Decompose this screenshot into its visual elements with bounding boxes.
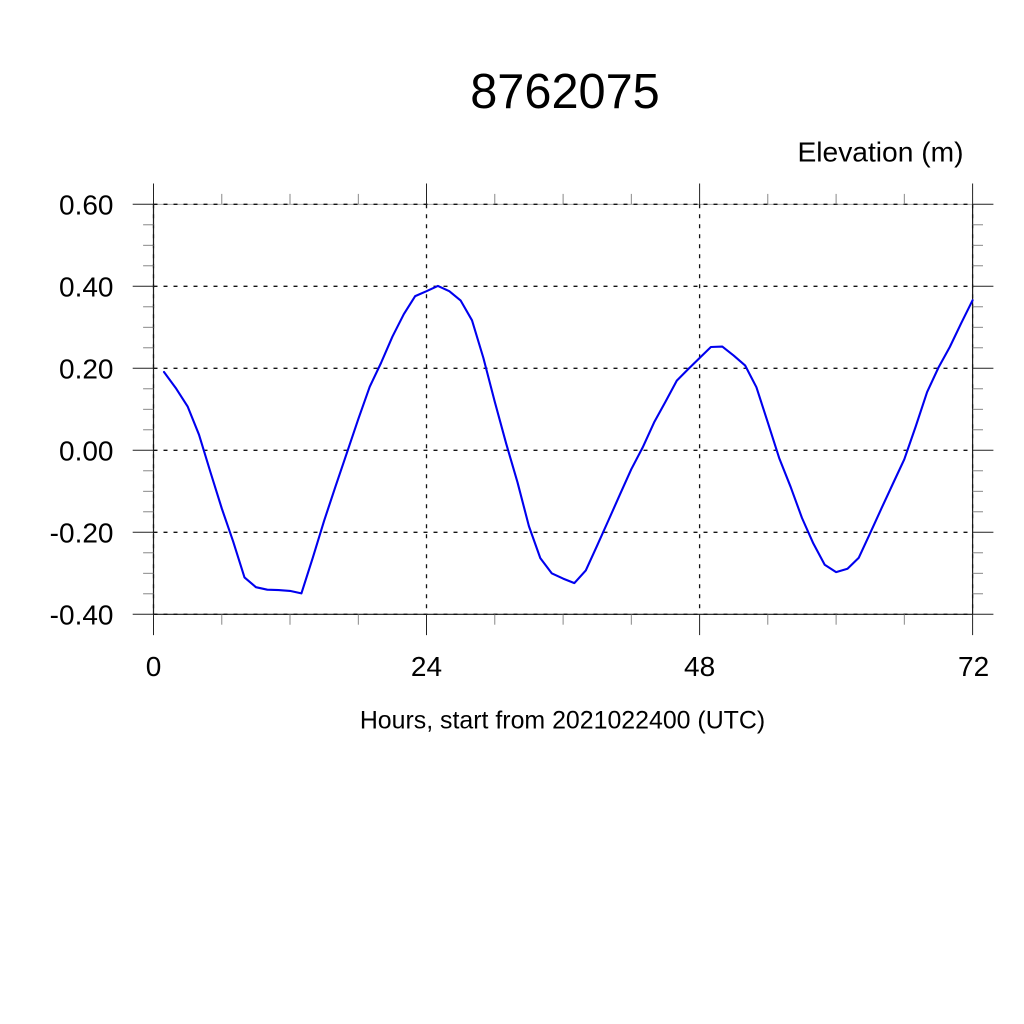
svg-text:Hours, start from 2021022400 (: Hours, start from 2021022400 (UTC) [360,707,765,735]
svg-text:72: 72 [958,651,989,682]
svg-text:0.20: 0.20 [59,354,114,385]
svg-text:48: 48 [684,651,715,682]
svg-text:0: 0 [146,651,162,682]
svg-text:24: 24 [411,651,442,682]
svg-text:0.00: 0.00 [59,436,114,467]
svg-text:-0.20: -0.20 [50,518,114,549]
svg-text:0.40: 0.40 [59,272,114,303]
svg-text:8762075: 8762075 [470,65,660,119]
svg-text:Elevation (m): Elevation (m) [797,136,963,168]
svg-text:-0.40: -0.40 [50,600,114,631]
svg-text:0.60: 0.60 [59,190,114,221]
